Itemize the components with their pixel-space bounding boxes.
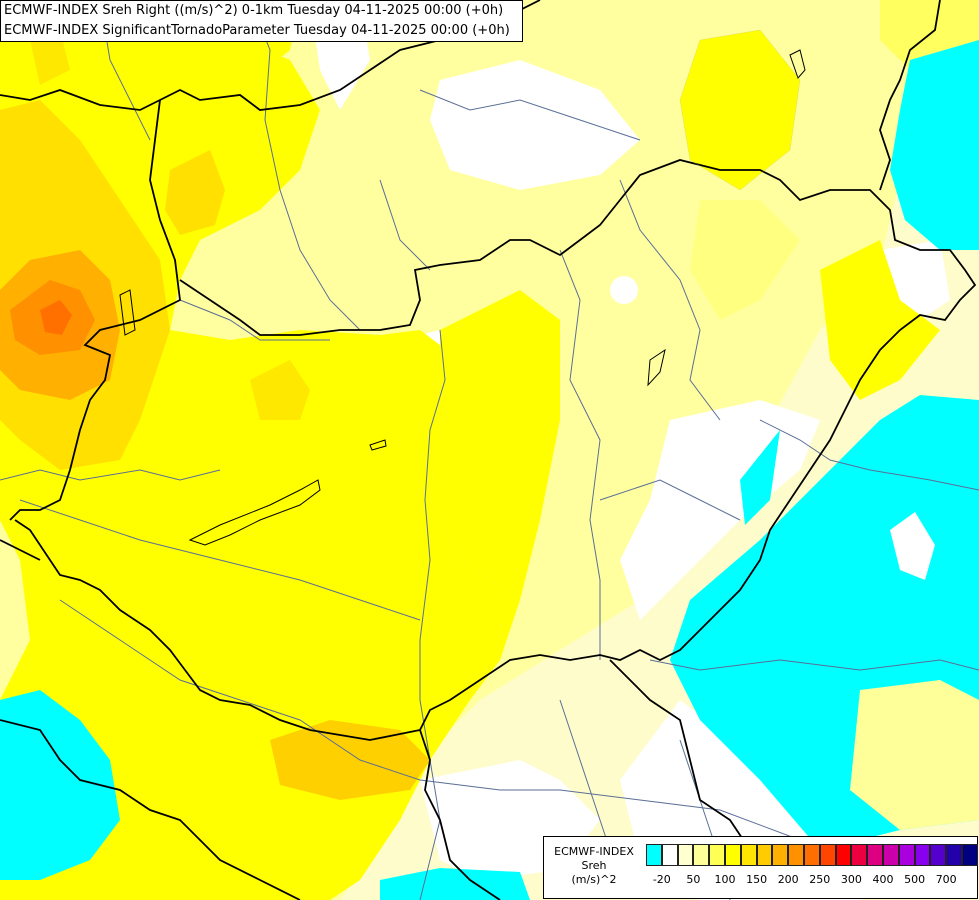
legend-tick-label: 500 — [904, 873, 926, 886]
legend-swatch — [882, 844, 899, 866]
legend-swatch — [835, 844, 852, 866]
legend-source: ECMWF-INDEX — [554, 845, 634, 858]
lake-small — [647, 348, 666, 387]
lake-balaton — [188, 479, 321, 546]
legend-tick-label: 200 — [777, 873, 799, 886]
river — [249, 0, 361, 331]
border — [0, 719, 301, 900]
field-gold-north — [165, 150, 225, 235]
border — [419, 729, 501, 900]
field-cyan-sw — [0, 690, 120, 880]
legend-swatch — [661, 844, 678, 866]
river — [179, 299, 330, 341]
river — [0, 469, 221, 481]
legend-variable: Sreh — [581, 859, 607, 872]
border — [0, 539, 41, 561]
legend-swatch — [914, 844, 931, 866]
field-cyan-ne — [890, 40, 979, 250]
legend-swatch — [772, 844, 789, 866]
legend-tick-label: 150 — [746, 873, 768, 886]
field-white-center — [430, 60, 640, 190]
legend-swatch — [867, 844, 883, 866]
river — [19, 499, 421, 621]
field-pale-in-cyan — [850, 680, 979, 830]
legend-swatch — [946, 844, 962, 866]
legend-swatch — [709, 844, 725, 866]
color-legend: ECMWF-INDEX Sreh (m/s)^2 -20 50 100 150 200 2… — [543, 836, 978, 899]
field-gold-ne — [30, 30, 70, 85]
lake-small — [369, 439, 387, 451]
legend-tick-label: 300 — [840, 873, 862, 886]
map-title-box: ECMWF-INDEX Sreh Right ((m/s)^2) 0-1km T… — [0, 0, 523, 42]
legend-swatch — [803, 844, 820, 866]
title-line-sreh: ECMWF-INDEX Sreh Right ((m/s)^2) 0-1km T… — [4, 3, 504, 18]
river — [379, 179, 431, 271]
border — [9, 99, 181, 521]
legend-swatch — [677, 844, 694, 866]
legend-swatch — [819, 844, 836, 866]
legend-swatch — [788, 844, 804, 866]
legend-tick-label: 50 — [686, 873, 701, 886]
legend-tick-label: 250 — [809, 873, 831, 886]
legend-ticks: -20 50 100 150 200 250 300 400 500 700 — [646, 873, 976, 887]
legend-swatches — [646, 844, 978, 866]
legend-unit: (m/s)^2 — [571, 873, 617, 886]
river — [599, 479, 741, 521]
title-line-stp: ECMWF-INDEX SignificantTornadoParameter … — [4, 23, 510, 38]
field-yellow-ne — [680, 30, 800, 190]
border — [14, 159, 977, 741]
field-yellow-east — [820, 240, 940, 400]
legend-swatch — [756, 844, 773, 866]
legend-swatch — [724, 844, 741, 866]
lake-small — [119, 289, 136, 336]
legend-tick-label: -20 — [652, 873, 671, 886]
river — [419, 89, 641, 141]
legend-swatch — [930, 844, 947, 866]
field-gold-south — [270, 720, 430, 800]
field-cyan-south — [380, 868, 530, 900]
river — [419, 329, 446, 900]
legend-swatch — [646, 844, 662, 866]
field-white-dot — [610, 276, 638, 304]
field-cyan-sliver — [740, 430, 780, 525]
river — [649, 659, 979, 671]
field-gold-center — [250, 360, 310, 420]
legend-tick-label: 100 — [714, 873, 736, 886]
river — [759, 419, 979, 491]
field-yellow-ne2 — [690, 200, 800, 320]
river — [559, 249, 601, 660]
river — [59, 599, 881, 851]
legend-swatch — [898, 844, 915, 866]
legend-swatch — [961, 844, 978, 866]
legend-tick-label: 400 — [872, 873, 894, 886]
lake-small — [789, 49, 806, 79]
legend-swatch — [693, 844, 710, 866]
field-yellow-central — [430, 290, 560, 600]
contour-edges — [679, 29, 801, 191]
river — [619, 179, 721, 421]
legend-tick-label: 700 — [935, 873, 957, 886]
field-white-in-cyan — [890, 512, 935, 580]
legend-swatch — [740, 844, 757, 866]
field-dark-orange-west — [40, 300, 72, 335]
border — [879, 0, 941, 191]
border — [609, 659, 751, 851]
legend-swatch — [851, 844, 868, 866]
